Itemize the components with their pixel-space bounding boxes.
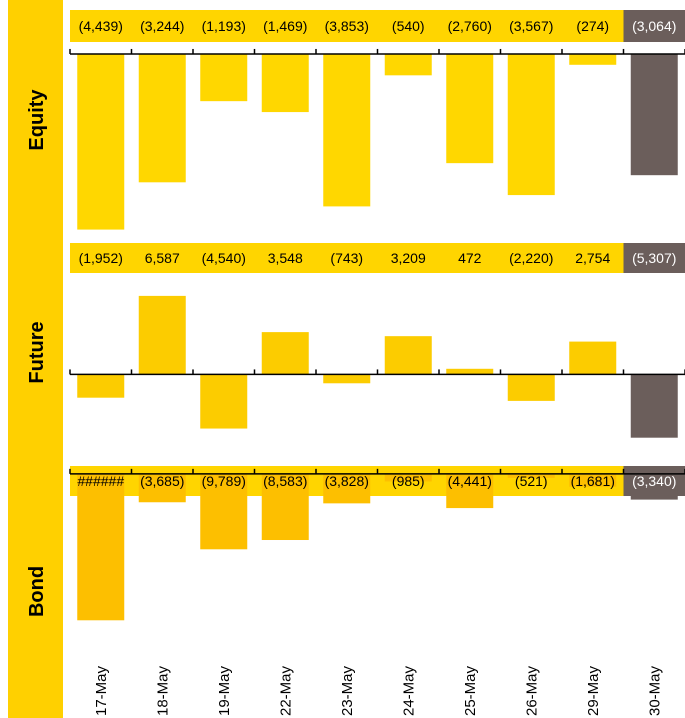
future-title-band <box>8 240 63 465</box>
future-label-band <box>70 243 624 273</box>
equity-bar <box>446 53 494 164</box>
future-bar <box>384 336 432 375</box>
equity-bar <box>507 53 555 196</box>
equity-value-label: (3,244) <box>140 18 184 34</box>
bond-value-label: (985) <box>392 473 425 489</box>
bond-bar <box>569 473 617 487</box>
equity-value-label: (1,469) <box>263 18 307 34</box>
category-label: 24-May <box>400 665 417 716</box>
equity-bar <box>261 53 309 113</box>
bond-value-label: (3,828) <box>325 473 369 489</box>
category-label: 29-May <box>585 665 602 716</box>
equity-value-label: (2,760) <box>448 18 492 34</box>
bond-value-label: (8,583) <box>263 473 307 489</box>
equity-bar <box>200 53 248 102</box>
future-value-label: (4,540) <box>202 250 246 266</box>
bond-value-label: (4,441) <box>448 473 492 489</box>
equity-bar <box>323 53 371 207</box>
future-value-label: (2,220) <box>509 250 553 266</box>
future-value-label: (5,307) <box>632 250 676 266</box>
future-value-label: 6,587 <box>145 250 180 266</box>
equity-value-label: (1,193) <box>202 18 246 34</box>
equity-value-label: (540) <box>392 18 425 34</box>
equity-bar <box>77 53 125 230</box>
bond-title-band <box>8 465 63 718</box>
future-bar <box>323 374 371 384</box>
future-bar <box>446 368 494 375</box>
bond-value-label: ###### <box>77 473 124 489</box>
future-value-label: 472 <box>458 250 482 266</box>
bond-value-label: (9,789) <box>202 473 246 489</box>
category-label: 30-May <box>646 665 663 716</box>
category-label: 18-May <box>154 665 171 716</box>
bond-value-label: (521) <box>515 473 548 489</box>
future-bar <box>569 341 617 375</box>
equity-value-label: (3,853) <box>325 18 369 34</box>
bond-bar <box>138 473 186 503</box>
bond-title: Bond <box>26 566 48 617</box>
future-label-band-highlight <box>623 243 685 273</box>
future-value-label: (1,952) <box>79 250 123 266</box>
equity-bar <box>569 53 617 65</box>
bond-value-label: (1,681) <box>571 473 615 489</box>
bond-bar <box>261 473 309 541</box>
future-title: Future <box>26 321 48 383</box>
bond-value-label: (3,685) <box>140 473 184 489</box>
equity-value-label: (3,567) <box>509 18 553 34</box>
equity-bar <box>138 53 186 183</box>
equity-bar <box>384 53 432 76</box>
bond-bar <box>630 473 678 500</box>
equity-value-label: (3,064) <box>632 18 676 34</box>
bond-bar <box>323 473 371 504</box>
future-value-label: (743) <box>330 250 363 266</box>
future-value-label: 2,754 <box>575 250 610 266</box>
equity-value-label: (4,439) <box>79 18 123 34</box>
equity-title: Equity <box>26 89 48 151</box>
equity-label-band-highlight <box>623 10 685 42</box>
future-bar <box>630 374 678 438</box>
equity-bar <box>630 53 678 176</box>
category-label: 22-May <box>277 665 294 716</box>
future-bar <box>200 374 248 429</box>
bond-bar <box>507 473 555 478</box>
equity-value-label: (274) <box>576 18 609 34</box>
bond-value-label: (3,340) <box>632 473 676 489</box>
bond-bar <box>77 473 125 621</box>
bond-bar <box>446 473 494 509</box>
future-value-label: 3,209 <box>391 250 426 266</box>
equity-title-band <box>8 0 63 240</box>
category-label: 17-May <box>93 665 110 716</box>
category-label: 19-May <box>216 665 233 716</box>
category-label: 25-May <box>462 665 479 716</box>
future-bar <box>138 295 186 375</box>
category-label: 23-May <box>339 665 356 716</box>
equity-label-band <box>70 10 624 42</box>
future-bar <box>77 374 125 398</box>
future-bar <box>507 374 555 401</box>
future-value-label: 3,548 <box>268 250 303 266</box>
future-bar <box>261 332 309 375</box>
bond-bar <box>384 473 432 482</box>
category-label: 26-May <box>523 665 540 716</box>
bond-bar <box>200 473 248 550</box>
